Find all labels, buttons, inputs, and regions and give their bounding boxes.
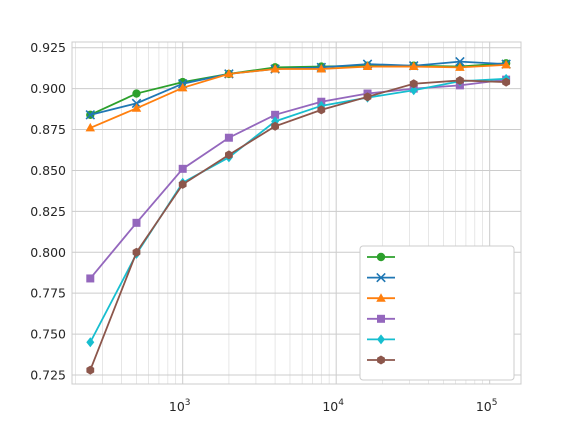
legend-entry: [367, 272, 395, 283]
data-point: [501, 59, 511, 69]
data-point: [317, 105, 326, 115]
series-line: [89, 79, 507, 371]
data-point: [85, 122, 96, 132]
x-tick-label: 105: [476, 398, 498, 414]
y-tick-label: 0.725: [30, 368, 66, 383]
y-tick-label: 0.750: [30, 327, 66, 342]
y-tick-label: 0.875: [30, 122, 66, 137]
data-point: [225, 150, 233, 160]
data-point: [376, 272, 386, 283]
data-point: [86, 274, 95, 283]
series-3: [85, 59, 511, 132]
data-point: [376, 293, 386, 302]
series-layer: [85, 56, 511, 375]
data-point: [85, 110, 96, 120]
data-point: [455, 62, 465, 71]
legend-box: [359, 245, 515, 381]
y-tick-label: 0.825: [30, 204, 66, 219]
data-point: [132, 247, 141, 257]
series-line: [89, 78, 507, 280]
data-point: [377, 355, 385, 365]
y-tick-label: 0.850: [30, 163, 66, 178]
data-point: [224, 133, 233, 142]
data-point: [456, 75, 464, 85]
y-tick-label: 0.925: [30, 40, 66, 55]
legend-entry: [367, 293, 395, 302]
data-point: [455, 56, 465, 67]
data-point: [270, 64, 280, 73]
data-point: [409, 79, 418, 89]
data-point: [178, 179, 187, 189]
x-tick-label: 103: [169, 398, 191, 414]
y-tick-label: 0.900: [30, 81, 66, 96]
data-point: [271, 121, 279, 131]
data-point: [86, 365, 95, 375]
data-point: [409, 85, 418, 96]
data-point: [132, 218, 141, 227]
legend-entry: [367, 355, 395, 365]
data-point: [376, 252, 386, 262]
series-6: [86, 75, 511, 375]
data-point: [178, 164, 187, 173]
data-point: [177, 82, 188, 92]
data-point: [316, 64, 327, 73]
data-point: [377, 314, 385, 323]
x-tick-label: 104: [322, 398, 344, 414]
data-point: [86, 337, 95, 348]
data-point: [502, 77, 511, 87]
data-point: [224, 68, 234, 78]
plot-frame: [71, 41, 522, 385]
data-point: [408, 61, 419, 71]
y-axis-tick-labels: 0.725 0.750 0.775 0.800 0.825 0.850 0.875 0.900…: [30, 40, 66, 382]
legend-entry: [367, 334, 395, 345]
data-point: [132, 89, 141, 98]
data-point: [362, 61, 373, 71]
x-axis-tick-labels: 103 104 105: [169, 398, 498, 414]
data-point: [271, 110, 280, 119]
data-point: [363, 92, 372, 102]
legend-entry: [367, 252, 395, 262]
data-point: [377, 334, 385, 345]
data-point: [131, 103, 142, 112]
legend-entry: [367, 314, 395, 323]
legend: [359, 245, 515, 381]
y-tick-label: 0.800: [30, 245, 66, 260]
series-line: [89, 64, 507, 129]
y-tick-label: 0.775: [30, 286, 66, 301]
